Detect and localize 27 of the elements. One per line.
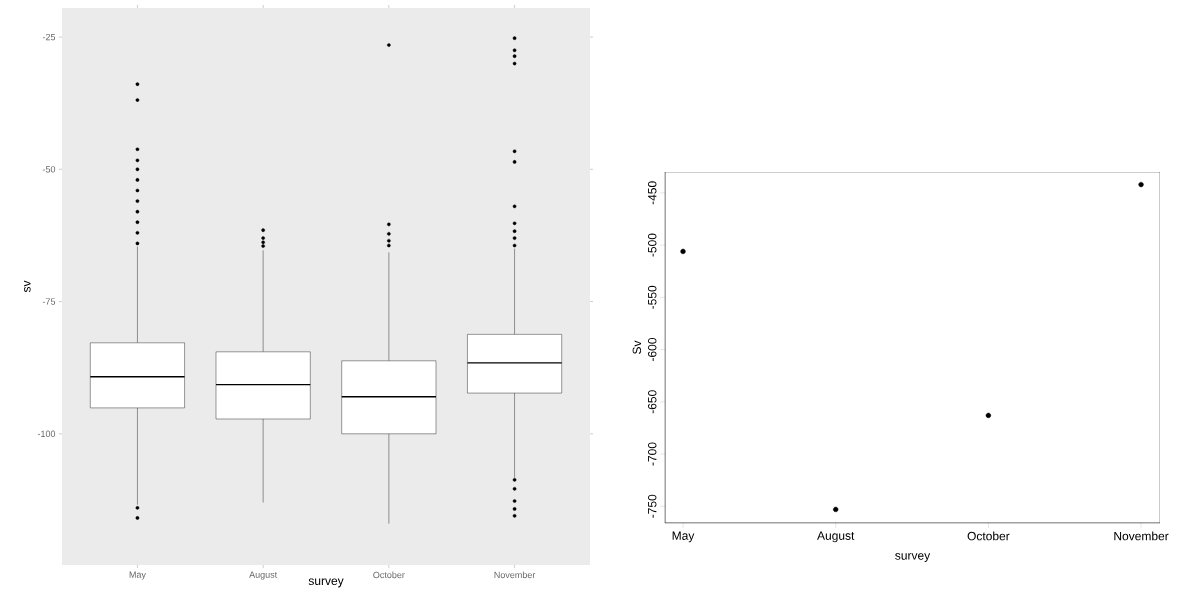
y-axis-title: sv <box>24 280 31 293</box>
x-tick-label: May <box>672 531 695 543</box>
x-tick-label: May <box>129 571 146 580</box>
y-tick-label: -650 <box>647 390 657 414</box>
x-tick-label: August <box>817 531 855 543</box>
x-axis-title: survey <box>895 553 931 563</box>
x-axis-title: survey <box>308 578 344 588</box>
y-tick-label: -75 <box>42 298 56 305</box>
point <box>985 412 991 418</box>
y-tick-label: -550 <box>647 285 657 309</box>
point <box>1138 181 1144 188</box>
x-tick-label: October <box>373 571 405 579</box>
x-tick-label: October <box>967 531 1010 541</box>
point <box>833 506 839 513</box>
x-tick-label: August <box>249 571 278 580</box>
y-tick-label: -750 <box>647 494 657 518</box>
y-tick-label: -500 <box>647 233 657 257</box>
y-tick-label: -450 <box>647 181 657 205</box>
y-axis-title: Sv <box>632 340 642 354</box>
x-tick-label: November <box>494 571 536 579</box>
y-tick-label: -50 <box>42 166 56 173</box>
y-tick-label: -100 <box>37 430 56 437</box>
y-tick-label: -600 <box>647 338 657 362</box>
point <box>680 248 686 254</box>
x-tick-label: November <box>1114 531 1169 541</box>
y-tick-label: -700 <box>647 442 657 466</box>
y-tick-label: -25 <box>42 33 56 41</box>
